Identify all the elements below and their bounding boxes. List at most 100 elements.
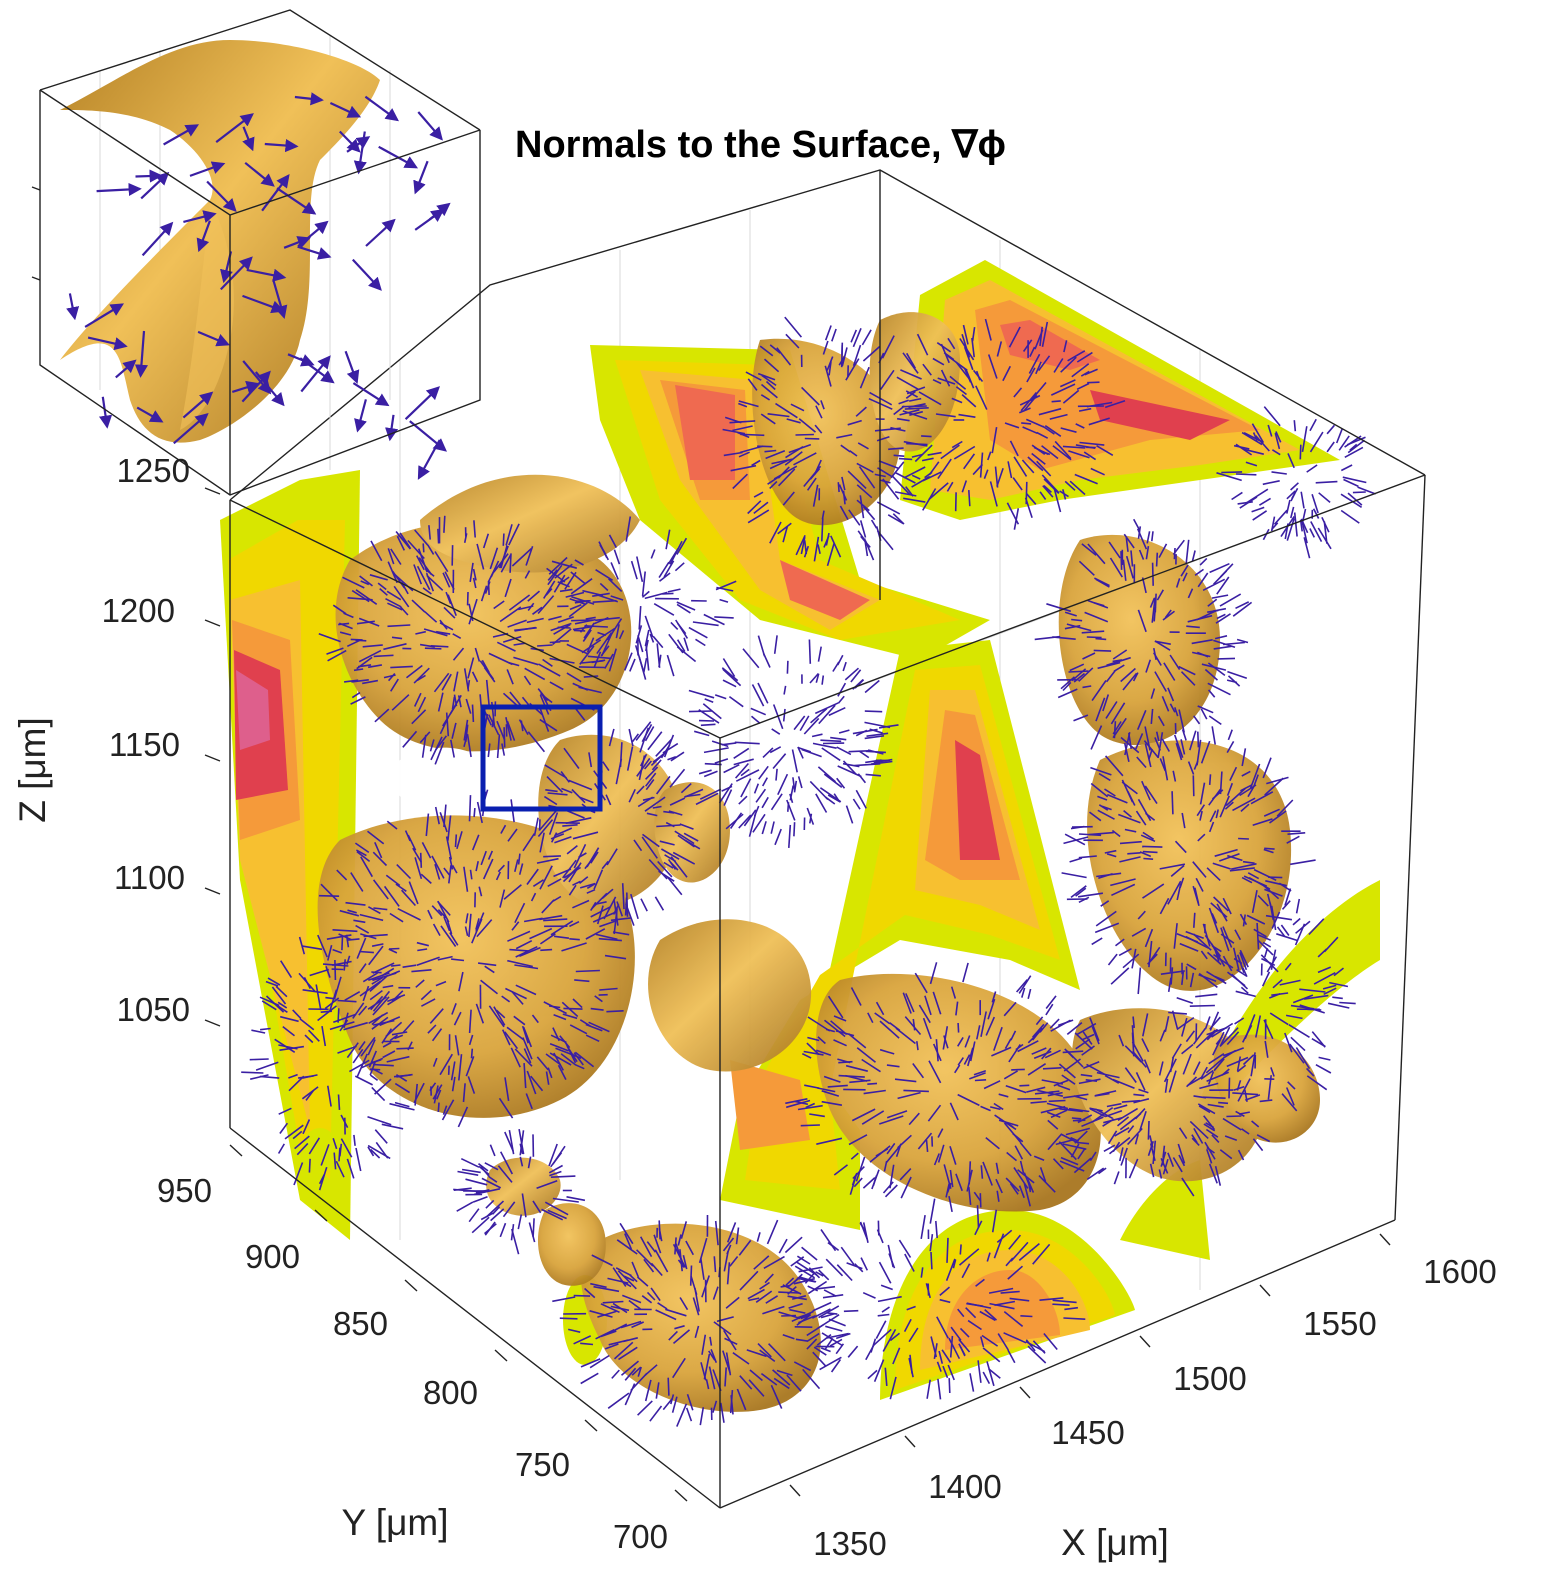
- normal-arrow: [806, 1338, 818, 1350]
- normal-arrow: [985, 1016, 996, 1036]
- normal-arrow: [840, 444, 851, 453]
- normal-arrow: [726, 1222, 737, 1243]
- normal-arrow: [1213, 1058, 1225, 1072]
- normal-arrow: [421, 998, 436, 1007]
- normal-arrow: [624, 897, 628, 916]
- normal-arrow: [1263, 808, 1280, 817]
- normal-arrow: [774, 828, 782, 846]
- normal-arrow: [1025, 418, 1045, 428]
- normal-arrow: [333, 1013, 357, 1024]
- normal-arrow: [796, 1261, 818, 1276]
- normal-arrow: [771, 458, 793, 465]
- normal-arrow: [840, 1246, 855, 1266]
- normal-arrow: [396, 1047, 414, 1050]
- normal-arrow: [602, 761, 610, 772]
- normal-arrow: [526, 1070, 537, 1095]
- normal-arrow: [1109, 1136, 1131, 1155]
- normal-arrow: [382, 1041, 392, 1048]
- normal-arrow: [543, 855, 561, 858]
- normal-arrow: [998, 1093, 1009, 1098]
- normal-arrow: [371, 943, 384, 947]
- normal-arrow: [1072, 1119, 1086, 1122]
- normal-arrow: [1064, 1306, 1078, 1311]
- normal-arrow: [1219, 1027, 1239, 1047]
- normal-arrow: [782, 1334, 795, 1340]
- normal-arrow: [362, 972, 379, 983]
- normal-arrow: [820, 400, 825, 410]
- normal-arrow: [1206, 1026, 1228, 1036]
- normal-arrow: [562, 859, 577, 879]
- normal-arrow: [647, 731, 663, 751]
- normal-arrow: [470, 1048, 474, 1059]
- normal-arrow: [1269, 1012, 1289, 1026]
- normal-arrow: [507, 619, 527, 628]
- normal-arrow: [1209, 1016, 1221, 1030]
- normal-arrow: [561, 787, 573, 794]
- normal-arrow: [817, 1036, 826, 1045]
- normal-arrow: [1252, 432, 1258, 441]
- normal-arrow: [419, 852, 423, 868]
- normal-arrow: [980, 1336, 985, 1348]
- normal-arrow: [905, 390, 918, 398]
- normal-arrow: [446, 919, 453, 935]
- normal-arrow: [587, 655, 612, 660]
- normal-arrow: [1153, 647, 1157, 660]
- normal-arrow: [865, 759, 882, 764]
- normal-arrow: [640, 898, 648, 912]
- normal-arrow: [993, 1102, 1004, 1111]
- normal-arrow: [755, 1290, 773, 1303]
- normal-arrow: [572, 998, 583, 1009]
- normal-arrow: [458, 1054, 463, 1081]
- normal-arrow: [572, 626, 591, 631]
- normal-arrow: [1008, 326, 1021, 348]
- normal-arrow: [933, 1343, 938, 1360]
- normal-arrow: [1266, 776, 1289, 785]
- normal-arrow: [564, 1041, 577, 1064]
- normal-arrow: [408, 881, 419, 905]
- normal-arrow: [1245, 488, 1269, 504]
- normal-arrow: [940, 343, 950, 364]
- normal-arrow: [760, 1372, 778, 1386]
- normal-arrow: [389, 1034, 398, 1042]
- inset-normal-arrow: [272, 279, 288, 320]
- normal-arrow: [862, 1177, 876, 1189]
- normal-arrow: [1238, 837, 1249, 840]
- normal-arrow: [1306, 1067, 1315, 1077]
- normal-arrow: [1140, 834, 1156, 843]
- normal-arrow: [543, 1001, 567, 1015]
- normal-arrow: [1090, 782, 1109, 798]
- normal-arrow: [1293, 420, 1297, 432]
- normal-arrow: [463, 533, 468, 543]
- normal-arrow: [918, 391, 942, 406]
- normal-arrow: [1098, 1167, 1107, 1175]
- normal-arrow: [884, 1367, 888, 1386]
- normal-arrow: [539, 865, 553, 890]
- normal-arrow: [734, 762, 750, 779]
- normal-arrow: [653, 603, 675, 616]
- normal-arrow: [453, 1187, 472, 1191]
- normal-arrow: [1326, 441, 1335, 453]
- normal-arrow: [969, 1041, 976, 1062]
- normal-arrow: [724, 1367, 727, 1387]
- normal-arrow: [1214, 848, 1238, 857]
- normal-arrow: [1352, 491, 1366, 494]
- normal-arrow: [856, 1047, 876, 1063]
- normal-arrow: [836, 1264, 853, 1282]
- normal-arrow: [305, 1089, 315, 1101]
- normal-arrow: [1009, 1297, 1030, 1302]
- normal-arrow: [1069, 857, 1083, 863]
- normal-arrow: [807, 1016, 831, 1032]
- normal-arrow: [449, 932, 459, 946]
- normal-arrow: [445, 712, 450, 737]
- normal-arrow: [812, 1351, 827, 1367]
- normal-arrow: [1044, 425, 1062, 437]
- normal-arrow: [905, 486, 914, 497]
- normal-arrow: [611, 1369, 620, 1379]
- normal-arrow: [1136, 756, 1147, 769]
- normal-arrow: [368, 972, 390, 981]
- normal-arrow: [987, 354, 998, 379]
- normal-arrow: [519, 1156, 524, 1167]
- normal-arrow: [549, 681, 564, 691]
- normal-arrow: [608, 534, 618, 548]
- normal-arrow: [1064, 480, 1076, 491]
